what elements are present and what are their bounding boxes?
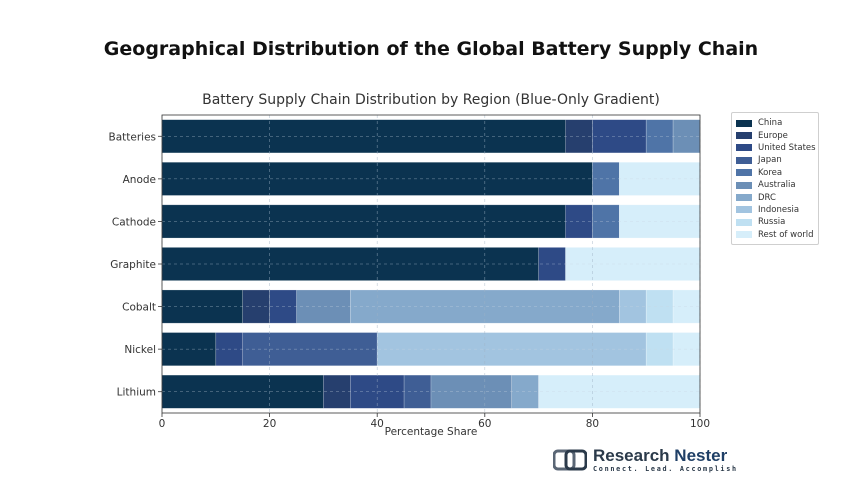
legend-swatch xyxy=(736,218,752,226)
legend-label: Indonesia xyxy=(758,204,800,215)
legend-swatch xyxy=(736,156,752,164)
legend-item: Indonesia xyxy=(736,204,814,216)
legend-swatch xyxy=(736,169,752,177)
legend-label: DRC xyxy=(758,192,776,203)
x-tick-label: 80 xyxy=(586,418,599,430)
y-tick-label: Lithium xyxy=(117,387,156,399)
legend-label: Australia xyxy=(758,180,796,191)
legend-label: Russia xyxy=(758,217,786,228)
legend-item: Japan xyxy=(736,154,814,166)
legend-swatch xyxy=(736,231,752,239)
legend-item: United States xyxy=(736,142,816,154)
x-tick-label: 100 xyxy=(690,418,710,430)
x-tick-label: 20 xyxy=(263,418,276,430)
x-tick-label: 0 xyxy=(159,418,166,430)
bars xyxy=(161,115,701,413)
legend-swatch xyxy=(736,132,752,140)
legend-swatch xyxy=(736,194,752,202)
research-nester-logo: Research Nester Connect. Lead. Accomplis… xyxy=(553,447,738,473)
legend-item: Rest of world xyxy=(736,229,814,241)
bar-segment xyxy=(161,161,593,196)
logo-name-research: Research xyxy=(593,446,670,465)
legend-item: China xyxy=(736,117,814,129)
x-tick-label: 60 xyxy=(478,418,491,430)
y-tick-label: Nickel xyxy=(124,344,156,356)
legend-item: Korea xyxy=(736,167,814,179)
logo-tagline: Connect. Lead. Accomplish xyxy=(593,465,738,473)
bar-segment xyxy=(242,332,378,367)
x-axis-label: Percentage Share xyxy=(385,426,478,438)
research-nester-logo-icon xyxy=(553,449,587,471)
legend-swatch xyxy=(736,181,752,189)
legend-item: DRC xyxy=(736,191,814,203)
plot-frame xyxy=(161,114,701,414)
chart-legend: China Europe United States Japan Korea Austra… xyxy=(731,112,819,245)
bar-segment xyxy=(296,289,351,324)
page-title: Geographical Distribution of the Global … xyxy=(103,38,759,60)
legend-label: United States xyxy=(758,142,816,153)
axes: Batteries Anode Cathode Graphite Cobalt Nicke… xyxy=(109,114,710,430)
bar-segment xyxy=(672,119,701,154)
logo-name-nester: Nester xyxy=(674,446,728,465)
chart-title: Battery Supply Chain Distribution by Reg… xyxy=(202,92,660,108)
legend-label: Japan xyxy=(758,155,782,166)
y-tick-label: Cathode xyxy=(112,216,156,228)
legend-label: Europe xyxy=(758,130,788,141)
y-tick-label: Batteries xyxy=(109,131,157,143)
legend-swatch xyxy=(736,206,752,214)
legend-label: China xyxy=(758,118,783,129)
legend-item: Europe xyxy=(736,129,814,141)
legend-label: Korea xyxy=(758,167,783,178)
legend-item: Russia xyxy=(736,216,814,228)
legend-swatch xyxy=(736,144,752,152)
y-tick-label: Graphite xyxy=(110,259,156,271)
x-tick-label: 40 xyxy=(371,418,384,430)
legend-item: Australia xyxy=(736,179,814,191)
legend-label: Rest of world xyxy=(758,229,814,240)
y-tick-label: Cobalt xyxy=(122,302,156,314)
legend-swatch xyxy=(736,119,752,127)
y-tick-label: Anode xyxy=(123,174,156,186)
